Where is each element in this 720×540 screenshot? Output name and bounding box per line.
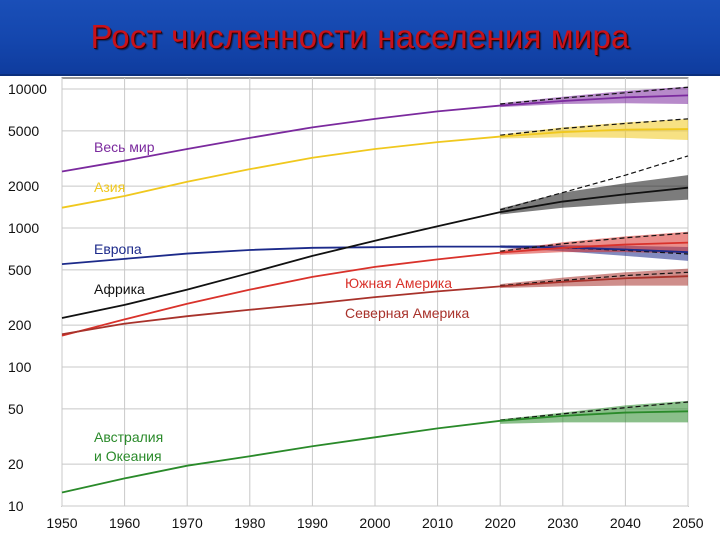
x-tick-label: 2030 [547,515,578,531]
y-tick-label: 100 [8,359,32,375]
x-tick-label: 2020 [485,515,516,531]
y-tick-label: 200 [8,317,32,333]
x-tick-label: 1980 [234,515,265,531]
projection-line [500,245,689,255]
y-tick-label: 10000 [8,81,47,97]
series-line [61,410,689,494]
uncertainty-band [500,400,688,424]
y-tick-label: 500 [8,262,32,278]
series-label: Южная Америка [345,275,452,291]
series-line [61,245,689,265]
series-label: Весь мир [94,139,155,155]
y-tick-label: 50 [8,401,24,417]
chart-title: Рост численности населения мира [90,18,630,55]
series-label: и Океания [94,448,162,464]
x-tick-label: 1990 [297,515,328,531]
x-tick-label: 1970 [172,515,203,531]
series-line [61,241,689,337]
y-tick-label: 5000 [8,123,39,139]
series-label: Европа [94,241,142,257]
x-tick-label: 2010 [422,515,453,531]
series-label: Северная Америка [345,305,470,321]
series-label: Азия [94,179,125,195]
series-line [61,186,689,319]
projection-line [500,271,689,287]
y-tick-label: 10 [8,498,24,514]
y-tick-label: 20 [8,456,24,472]
title-bar: Рост численности населения мира [0,0,720,76]
y-tick-label: 1000 [8,220,39,236]
x-tick-label: 2050 [672,515,703,531]
x-tick-label: 2040 [610,515,641,531]
series-line [61,275,689,336]
x-tick-label: 1950 [46,515,77,531]
projection-line [500,155,689,211]
series-label: Африка [94,281,145,297]
series-line [61,128,689,209]
series-label: Австралия [94,429,163,445]
x-tick-label: 2000 [359,515,390,531]
y-tick-label: 2000 [8,178,39,194]
series-line [61,94,689,173]
x-tick-label: 1960 [109,515,140,531]
uncertainty-band [500,118,688,140]
